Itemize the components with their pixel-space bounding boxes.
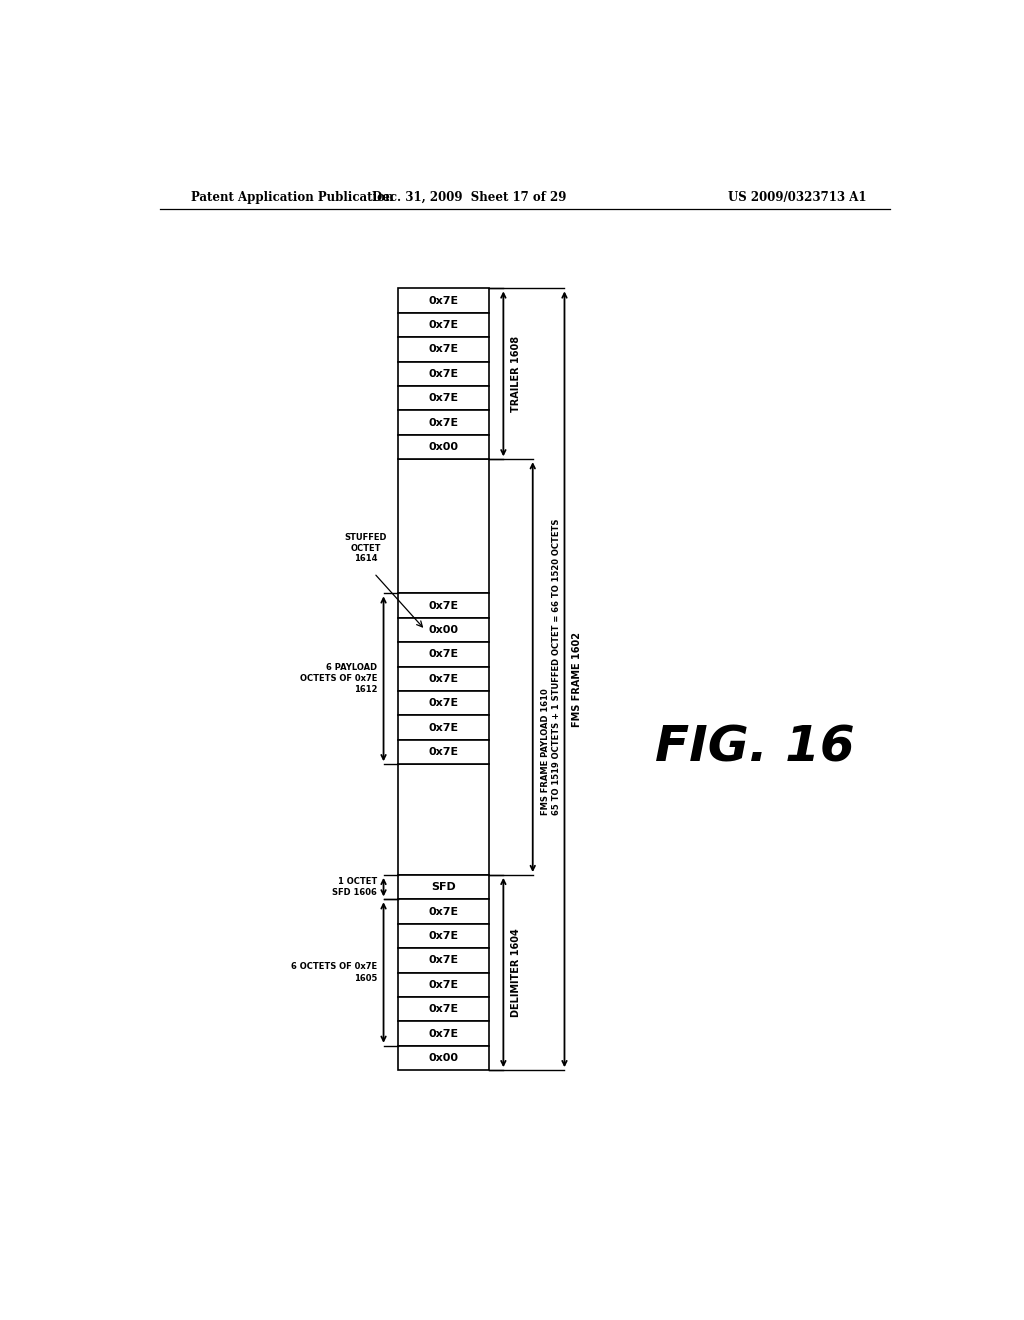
Text: 0x7E: 0x7E xyxy=(428,345,459,355)
Bar xyxy=(397,434,489,459)
Bar xyxy=(397,924,489,948)
Text: 0x7E: 0x7E xyxy=(428,1028,459,1039)
Bar xyxy=(397,459,489,594)
Text: 0x7E: 0x7E xyxy=(428,1005,459,1014)
Text: 0x7E: 0x7E xyxy=(428,417,459,428)
Text: 0x7E: 0x7E xyxy=(428,673,459,684)
Bar xyxy=(397,973,489,997)
Bar xyxy=(397,739,489,764)
Text: 0x7E: 0x7E xyxy=(428,747,459,756)
Bar xyxy=(397,338,489,362)
Bar xyxy=(397,764,489,875)
Bar xyxy=(397,899,489,924)
Text: 0x00: 0x00 xyxy=(428,1053,459,1063)
Text: 0x7E: 0x7E xyxy=(428,601,459,611)
Text: SFD: SFD xyxy=(431,882,456,892)
Bar xyxy=(397,618,489,643)
Bar xyxy=(397,997,489,1022)
Text: TRAILER 1608: TRAILER 1608 xyxy=(511,335,521,412)
Bar xyxy=(397,385,489,411)
Bar xyxy=(397,875,489,899)
Bar xyxy=(397,362,489,385)
Text: 0x00: 0x00 xyxy=(428,624,459,635)
Bar xyxy=(397,289,489,313)
Text: 0x7E: 0x7E xyxy=(428,698,459,709)
Text: Dec. 31, 2009  Sheet 17 of 29: Dec. 31, 2009 Sheet 17 of 29 xyxy=(372,190,566,203)
Text: 0x7E: 0x7E xyxy=(428,722,459,733)
Text: 0x7E: 0x7E xyxy=(428,393,459,404)
Text: 0x7E: 0x7E xyxy=(428,368,459,379)
Text: 1 OCTET
SFD 1606: 1 OCTET SFD 1606 xyxy=(333,878,377,896)
Bar xyxy=(397,313,489,338)
Bar xyxy=(397,690,489,715)
Bar xyxy=(397,667,489,690)
Text: 0x7E: 0x7E xyxy=(428,931,459,941)
Text: 0x7E: 0x7E xyxy=(428,296,459,306)
Bar xyxy=(397,1022,489,1045)
Text: 0x00: 0x00 xyxy=(428,442,459,451)
Text: 6 OCTETS OF 0x7E
1605: 6 OCTETS OF 0x7E 1605 xyxy=(291,962,377,982)
Bar xyxy=(397,948,489,973)
Bar xyxy=(397,715,489,739)
Text: FMS FRAME 1602: FMS FRAME 1602 xyxy=(572,632,583,727)
Text: 0x7E: 0x7E xyxy=(428,907,459,916)
Text: STUFFED
OCTET
1614: STUFFED OCTET 1614 xyxy=(345,533,387,562)
Bar xyxy=(397,594,489,618)
Text: 6 PAYLOAD
OCTETS OF 0x7E
1612: 6 PAYLOAD OCTETS OF 0x7E 1612 xyxy=(300,663,377,694)
Text: 0x7E: 0x7E xyxy=(428,649,459,660)
Text: DELIMITER 1604: DELIMITER 1604 xyxy=(511,928,521,1016)
Text: 0x7E: 0x7E xyxy=(428,319,459,330)
Text: FIG. 16: FIG. 16 xyxy=(655,723,855,772)
Text: 0x7E: 0x7E xyxy=(428,979,459,990)
Text: US 2009/0323713 A1: US 2009/0323713 A1 xyxy=(727,190,866,203)
Bar xyxy=(397,643,489,667)
Text: Patent Application Publication: Patent Application Publication xyxy=(191,190,394,203)
Bar xyxy=(397,1045,489,1071)
Text: 0x7E: 0x7E xyxy=(428,956,459,965)
Bar xyxy=(397,411,489,434)
Text: FMS FRAME PAYLOAD 1610
65 TO 1519 OCTETS + 1 STUFFED OCTET = 66 TO 1520 OCTETS: FMS FRAME PAYLOAD 1610 65 TO 1519 OCTETS… xyxy=(541,519,561,816)
